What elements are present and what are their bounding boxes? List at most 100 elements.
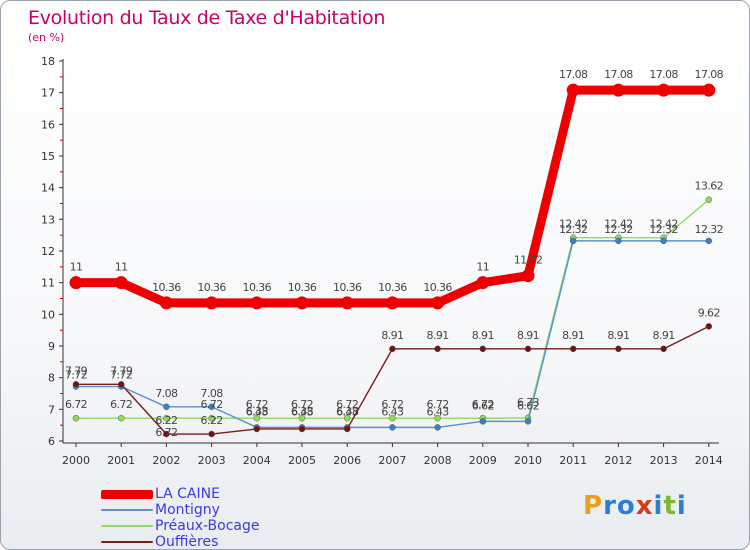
data-point [569, 237, 577, 245]
data-point [208, 430, 215, 438]
data-label: 7.08 [155, 387, 178, 400]
legend-label: Montigny [155, 502, 220, 518]
legend-swatch [101, 541, 153, 543]
data-label: 8.91 [381, 329, 403, 342]
data-label: 6.72 [201, 398, 223, 411]
logo-letter: r [603, 491, 617, 521]
legend-label: LA CAINE [155, 486, 220, 502]
data-point [479, 345, 487, 353]
data-point [208, 403, 215, 411]
x-tick-label: 2002 [152, 454, 180, 467]
data-point [524, 345, 532, 353]
logo-letter: o [616, 491, 636, 521]
data-label: 8.91 [517, 329, 539, 342]
data-label: 6.38 [336, 405, 359, 418]
data-label: 10.36 [423, 281, 452, 294]
data-label: 6.73 [517, 396, 540, 409]
y-tick-label: 15 [41, 150, 55, 163]
data-label: 10.36 [152, 281, 181, 294]
data-label: 10.36 [243, 281, 272, 294]
data-point [298, 414, 306, 422]
data-point [253, 425, 261, 433]
data-point [705, 323, 713, 330]
data-label: 17.08 [695, 68, 724, 81]
data-label: 6.43 [427, 405, 450, 418]
x-tick-label: 2004 [243, 454, 271, 467]
x-tick-label: 2010 [514, 454, 542, 467]
x-tick-label: 2014 [695, 454, 723, 467]
data-point [566, 83, 580, 97]
data-point [615, 237, 622, 245]
data-label: 8.91 [607, 329, 629, 342]
data-point [569, 345, 577, 353]
data-point [524, 418, 532, 425]
y-tick-label: 10 [41, 308, 55, 321]
legend-label: Préaux-Bocage [155, 518, 260, 534]
data-label: 12.32 [604, 223, 633, 236]
data-point [702, 83, 716, 97]
data-point [117, 414, 125, 422]
data-label: 6.43 [336, 405, 359, 418]
x-tick-label: 2013 [650, 454, 678, 467]
data-label: 6.72 [155, 426, 177, 439]
x-tick-label: 2007 [378, 454, 406, 467]
data-point [250, 296, 264, 310]
y-tick-label: 6 [48, 435, 55, 448]
data-label: 6.43 [246, 405, 269, 418]
data-label: 12.32 [559, 223, 588, 236]
data-label: 8.91 [472, 329, 494, 342]
x-tick-label: 2006 [333, 454, 361, 467]
data-label: 10.36 [288, 281, 317, 294]
data-point [114, 276, 128, 290]
data-label: 8.91 [562, 329, 584, 342]
series-line-la-caine [71, 85, 714, 308]
data-label: 6.43 [291, 405, 314, 418]
logo-letter: t [663, 491, 677, 521]
x-tick-label: 2009 [469, 454, 497, 467]
data-label: 9.62 [698, 306, 720, 319]
data-label: 7.72 [110, 369, 132, 382]
chart-subtitle: (en %) [28, 31, 65, 44]
data-point [340, 296, 354, 310]
data-point [343, 414, 351, 422]
data-label: 8.91 [653, 329, 675, 342]
data-point [705, 237, 713, 245]
data-point [159, 296, 173, 310]
proxiti-logo: Proxiti [583, 491, 687, 521]
data-label: 11 [476, 261, 489, 274]
y-tick-label: 14 [41, 182, 55, 195]
data-point [434, 345, 441, 353]
data-label: 10.36 [378, 281, 407, 294]
x-tick-label: 2011 [559, 454, 587, 467]
y-tick-label: 13 [41, 213, 55, 226]
y-tick-label: 18 [41, 55, 55, 68]
y-tick-label: 8 [48, 372, 55, 385]
data-label: 6.22 [155, 414, 177, 427]
data-label: 12.32 [695, 223, 724, 236]
logo-letter: i [676, 491, 687, 521]
data-point [476, 276, 490, 290]
data-label: 6.72 [65, 398, 87, 411]
x-tick-label: 2005 [288, 454, 316, 467]
data-label: 6.38 [291, 405, 314, 418]
data-point [163, 403, 170, 411]
data-label: 12.42 [649, 218, 678, 231]
legend-label: Ouffières [155, 534, 219, 550]
data-label: 7.79 [65, 364, 88, 377]
data-point [615, 345, 622, 353]
x-tick-label: 2000 [62, 454, 90, 467]
data-point [434, 424, 441, 431]
data-label: 6.72 [246, 398, 268, 411]
data-label: 6.43 [381, 405, 404, 418]
data-point [389, 424, 396, 431]
y-tick-label: 12 [41, 245, 55, 258]
data-label: 6.22 [201, 414, 223, 427]
data-label: 6.72 [110, 398, 132, 411]
data-point [253, 414, 261, 422]
data-point [389, 414, 396, 422]
data-point [343, 425, 351, 433]
data-label: 10.36 [197, 281, 226, 294]
x-tick-label: 2001 [107, 454, 135, 467]
data-point [298, 425, 306, 433]
data-point [431, 296, 445, 310]
